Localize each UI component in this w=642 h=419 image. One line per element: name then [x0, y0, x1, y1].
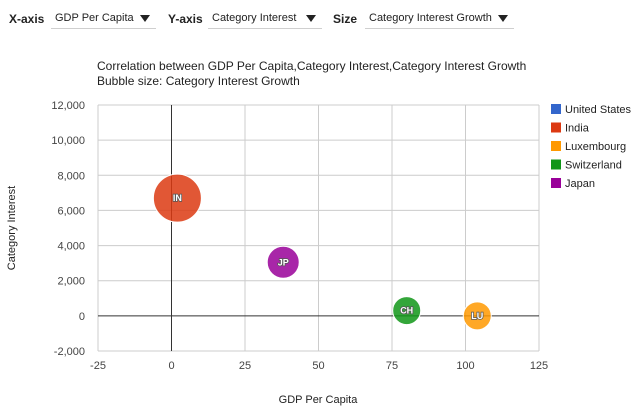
x-tick-label: 100 — [456, 360, 474, 372]
x-tick-label: 25 — [239, 360, 251, 372]
y-axis-title: Category Interest — [6, 186, 18, 270]
bubble-mark — [392, 296, 422, 326]
legend-item: India — [551, 122, 590, 135]
y-tick-label: -2,000 — [54, 346, 85, 358]
legend-label: United States — [565, 104, 632, 116]
legend-item: Switzerland — [551, 159, 622, 172]
legend-item: Luxembourg — [551, 141, 626, 153]
x-tick-label: 0 — [168, 360, 174, 372]
y-tick-label: 2,000 — [57, 276, 85, 288]
legend-label: Switzerland — [565, 160, 622, 172]
x-axis-select-value: GDP Per Capita — [55, 12, 134, 24]
y-tick-label: 10,000 — [51, 135, 85, 147]
x-tick-label: -25 — [90, 360, 106, 372]
bubble-jp: JP — [266, 245, 300, 279]
bubble-ch: CH — [392, 296, 422, 326]
bubble-label: LU — [471, 311, 483, 321]
bubble-lu: LU — [462, 301, 492, 331]
bubble-mark — [462, 301, 492, 331]
legend: United States India Luxembourg Switzerland J… — [551, 104, 632, 190]
legend-swatch — [551, 178, 561, 188]
axes: -25 0 25 50 75 100 125 -2,000 0 2,000 4,000 6,000 8,… — [51, 100, 548, 372]
chevron-down-icon — [140, 15, 150, 22]
legend-label: Luxembourg — [565, 141, 626, 153]
legend-item: Japan — [551, 178, 595, 190]
legend-item: United States — [551, 104, 632, 116]
chart-title: Correlation between GDP Per Capita,Categ… — [97, 59, 526, 73]
chevron-down-icon — [498, 15, 508, 22]
y-axis-label: Y-axis — [168, 12, 203, 26]
y-axis-select-value: Category Interest — [212, 12, 297, 24]
y-tick-label: 12,000 — [51, 100, 85, 112]
bubble-mark — [152, 173, 202, 223]
legend-swatch — [551, 122, 561, 133]
bubble-in: IN — [152, 173, 202, 223]
legend-swatch — [551, 104, 561, 114]
size-select[interactable]: Category Interest Growth — [365, 7, 514, 29]
x-tick-label: 50 — [312, 360, 324, 372]
chart-subtitle: Bubble size: Category Interest Growth — [97, 74, 300, 88]
size-label: Size — [333, 12, 358, 26]
x-axis-title: GDP Per Capita — [279, 394, 359, 406]
y-tick-label: 6,000 — [57, 205, 85, 217]
x-axis-label: X-axis — [9, 12, 45, 26]
bubble-label: CH — [400, 306, 413, 316]
bubbles: IN LU CH JP — [152, 173, 492, 331]
legend-swatch — [551, 159, 561, 170]
x-tick-label: 75 — [386, 360, 398, 372]
bubble-mark — [266, 245, 300, 279]
y-axis-select[interactable]: Category Interest — [208, 7, 322, 29]
y-tick-label: 8,000 — [57, 170, 85, 182]
chevron-down-icon — [306, 15, 316, 22]
bubble-label: IN — [173, 193, 182, 203]
legend-swatch — [551, 141, 561, 151]
bubble-label: JP — [278, 257, 289, 267]
x-axis-select[interactable]: GDP Per Capita — [51, 7, 156, 29]
legend-label: Japan — [565, 178, 595, 190]
size-select-value: Category Interest Growth — [369, 12, 492, 24]
legend-label: India — [565, 123, 590, 135]
y-tick-label: 0 — [79, 311, 85, 323]
x-tick-label: 125 — [530, 360, 548, 372]
y-tick-label: 4,000 — [57, 241, 85, 253]
